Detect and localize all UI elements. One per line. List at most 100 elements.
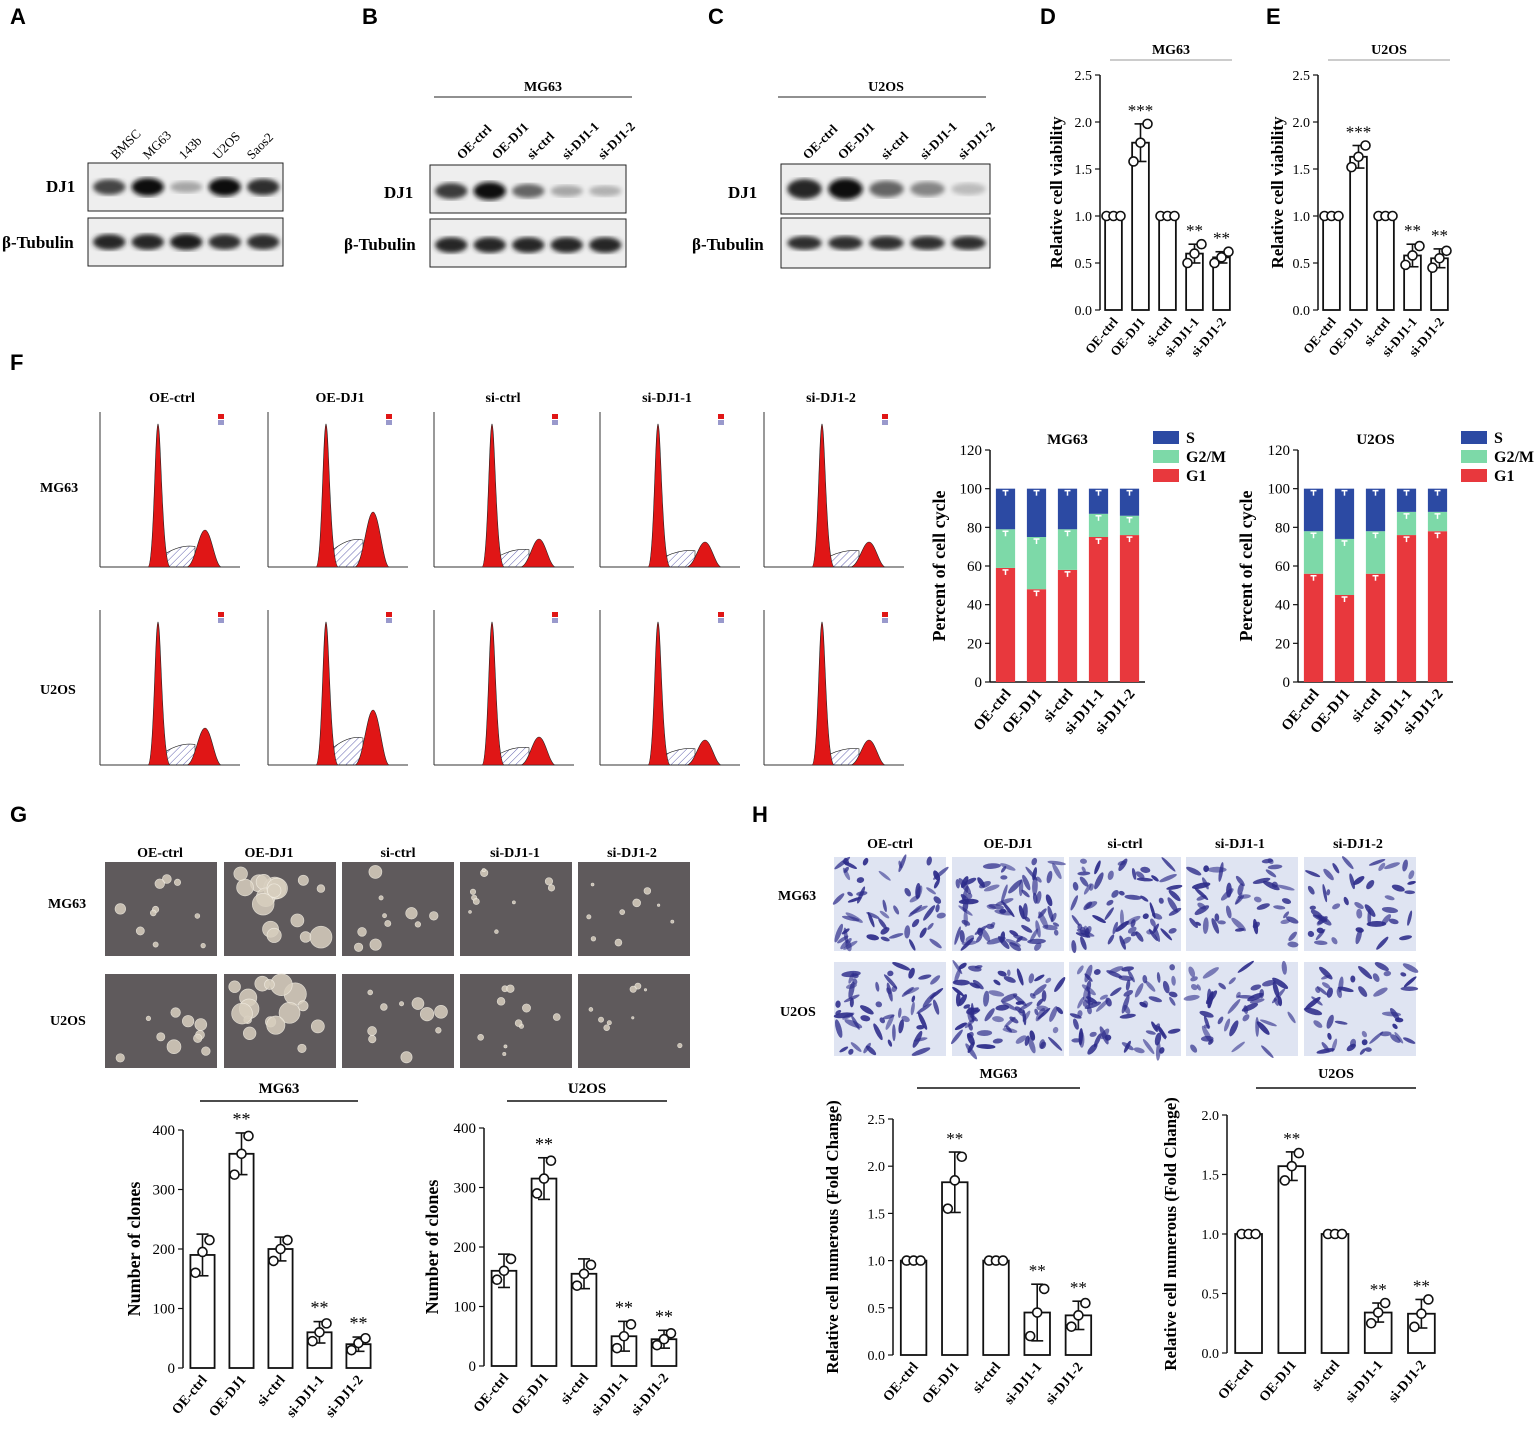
transwell-cell: [1321, 974, 1331, 980]
colony-dot: [114, 903, 126, 915]
hist-g1-peak: [481, 423, 505, 568]
transwell-cell: [1124, 894, 1142, 900]
blot-band: [828, 236, 863, 250]
transwell-cell: [1186, 866, 1202, 876]
transwell-cell: [1007, 969, 1011, 977]
transwell-cell: [977, 877, 985, 888]
data-point: [1024, 1330, 1036, 1342]
colony-image: [224, 862, 336, 956]
chart-title: MG63: [1152, 43, 1190, 58]
data-point: [1031, 1307, 1043, 1318]
y-tick-label: 80: [967, 520, 982, 536]
legend-swatch: [1153, 450, 1179, 463]
colony-dot: [629, 985, 637, 993]
transwell-cell: [1262, 880, 1280, 891]
flow-col-title: si-DJ1-2: [806, 391, 856, 406]
transwell-cell: [1356, 908, 1363, 919]
transwell-cell: [1155, 1024, 1167, 1038]
transwell-images: OE-ctrl OE-DJ1 si-ctrl si-DJ1-1 si-DJ1-2…: [778, 837, 1419, 1061]
transwell-cell: [1205, 990, 1218, 1005]
transwell-cell: [1083, 883, 1092, 895]
transwell-cell: [1047, 860, 1066, 866]
bar: [1349, 155, 1368, 311]
transwell-cell: [1150, 918, 1156, 927]
transwell-cell: [1077, 871, 1091, 876]
transwell-cell: [1307, 930, 1315, 937]
blot-band: [589, 185, 622, 197]
transwell-cell: [1226, 882, 1232, 898]
transwell-cell: [1118, 858, 1128, 871]
blot-c-row-label-tubulin: β-Tubulin: [692, 235, 764, 254]
blot-band: [473, 237, 506, 253]
x-tick-label: si-DJ1-1: [1343, 1358, 1386, 1406]
transwell-col-title: si-ctrl: [1108, 837, 1143, 852]
colony-image: [342, 862, 454, 956]
significance-label: **: [535, 1134, 553, 1154]
transwell-cell: [1169, 964, 1175, 971]
data-point: [618, 1330, 630, 1342]
colony-dot: [469, 888, 477, 895]
transwell-cell: [1190, 983, 1198, 991]
transwell-cell: [1078, 1030, 1085, 1048]
bar-segment: [1334, 538, 1355, 595]
blot-a-row-label-tubulin: β-Tubulin: [2, 233, 74, 252]
data-point: [1427, 262, 1438, 274]
transwell-cell: [1311, 996, 1323, 1006]
transwell-cell: [988, 990, 1005, 997]
transwell-image: [1303, 962, 1419, 1056]
transwell-cell: [1402, 963, 1419, 973]
transwell-cell: [1110, 987, 1122, 997]
transwell-cell: [1081, 866, 1086, 873]
bar: [306, 1331, 333, 1369]
transwell-cell: [1048, 1036, 1063, 1051]
data-point: [665, 1327, 677, 1339]
transwell-cell: [841, 915, 860, 922]
transwell-cell: [839, 1046, 849, 1053]
transwell-cell: [886, 987, 892, 995]
transwell-cell: [1211, 918, 1220, 934]
transwell-cell: [1156, 972, 1161, 983]
transwell-cell: [1054, 977, 1066, 993]
panel-label-g: G: [10, 802, 27, 827]
transwell-cell: [860, 1015, 871, 1022]
transwell-cell: [1354, 902, 1364, 910]
colony-dot: [419, 1007, 435, 1022]
transwell-cell: [1027, 1037, 1036, 1054]
transwell-cell: [954, 967, 961, 983]
bar: [1234, 1233, 1263, 1354]
colony-dot: [588, 1007, 594, 1012]
x-tick-label: si-DJ1-1: [1002, 1360, 1045, 1408]
data-point: [1416, 1308, 1427, 1320]
transwell-cell: [1364, 1047, 1372, 1052]
transwell-cell: [954, 926, 961, 945]
transwell-cell: [1286, 916, 1299, 924]
transwell-cell: [1224, 1018, 1231, 1032]
data-point: [229, 1169, 240, 1180]
colony-dot: [182, 1015, 195, 1028]
transwell-cell: [1107, 870, 1114, 881]
transwell-cell: [1358, 966, 1373, 980]
blot-band: [131, 178, 164, 196]
colony-dot: [547, 884, 556, 892]
colony-dot: [194, 913, 201, 919]
data-point: [243, 1130, 254, 1142]
hist-s-phase: [165, 743, 196, 766]
transwell-cell: [1002, 1027, 1018, 1034]
blot-c-row-label-dj1: DJ1: [728, 183, 757, 202]
data-point: [578, 1268, 590, 1280]
colony-dot: [468, 910, 472, 914]
transwell-cell: [1237, 883, 1244, 896]
transwell-cell: [1045, 894, 1053, 907]
colony-dot: [631, 1016, 635, 1020]
transwell-cell: [980, 928, 991, 942]
blot-band: [208, 234, 241, 250]
transwell-cell: [1390, 1034, 1401, 1043]
transwell-cell: [1077, 1010, 1083, 1018]
transwell-cell: [1085, 926, 1092, 935]
colony-dot: [378, 895, 384, 901]
x-tick-label: si-DJ1-1: [589, 1371, 632, 1419]
hist-g2-peak: [520, 736, 556, 766]
hist-g1-peak: [481, 621, 505, 766]
transwell-cell: [992, 1038, 1003, 1044]
transwell-cell: [848, 1048, 854, 1055]
